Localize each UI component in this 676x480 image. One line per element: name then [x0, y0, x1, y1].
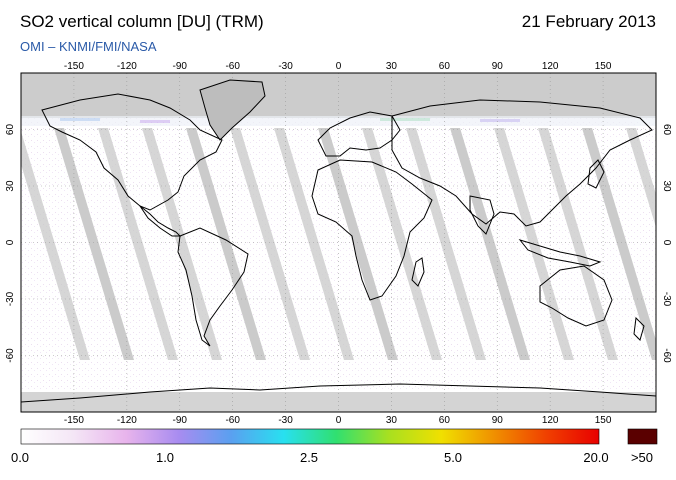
colorbar-overflow-swatch: [627, 428, 658, 445]
lon-tick-bottom-4: -30: [278, 415, 293, 426]
orbit-gap-swath: [626, 128, 656, 228]
lon-ticks-bottom: -150 -120 -90 -60 -30 0 30 60 90 120 150: [64, 415, 612, 426]
india-outline: [469, 195, 495, 235]
australia-outline: [539, 265, 613, 327]
data-source-label: OMI – KNMI/FMI/NASA: [20, 39, 157, 54]
north-polar-no-data: [21, 73, 656, 118]
lat-tick-right-2: 0: [661, 240, 672, 246]
lon-tick-top-8: 90: [492, 61, 504, 72]
lon-tick-top-9: 120: [542, 61, 559, 72]
lon-tick-bottom-2: -90: [173, 415, 188, 426]
lat-tick-right-3: -30: [661, 292, 672, 307]
orbit-gap-swath: [21, 131, 90, 360]
colorbar-label-2: 2.5: [299, 450, 319, 465]
lat-tick-left-3: -30: [5, 291, 16, 306]
colorbar-label-4: 20.0: [583, 450, 609, 465]
lon-tick-bottom-10: 150: [595, 415, 612, 426]
south-america-outline: [177, 227, 249, 347]
lon-tick-bottom-3: -60: [225, 415, 240, 426]
lon-tick-top-4: -30: [278, 61, 293, 72]
orbit-gap-swath: [582, 128, 656, 360]
lon-tick-bottom-1: -120: [117, 415, 137, 426]
asia-outline: [391, 99, 653, 227]
lon-tick-bottom-8: 90: [492, 415, 504, 426]
lon-tick-top-0: -150: [64, 61, 84, 72]
lon-tick-top-2: -90: [173, 61, 188, 72]
lon-tick-bottom-6: 30: [386, 415, 398, 426]
lon-tick-top-1: -120: [117, 61, 137, 72]
lat-ticks-left: 60 30 0 -30 -60: [5, 124, 16, 363]
lon-tick-bottom-0: -150: [64, 415, 84, 426]
lon-tick-top-7: 60: [439, 61, 451, 72]
colorbar-label-3: 5.0: [443, 450, 463, 465]
lon-tick-bottom-7: 60: [439, 415, 451, 426]
colorbar: [20, 428, 600, 445]
colorbar-label-1: 1.0: [155, 450, 175, 465]
lon-tick-top-6: 30: [386, 61, 398, 72]
lat-tick-left-1: 30: [5, 180, 16, 192]
greenland-outline: [199, 79, 266, 141]
lon-tick-bottom-5: 0: [336, 415, 342, 426]
colorbar-label-0: 0.0: [10, 450, 30, 465]
north-america-outline: [41, 93, 223, 211]
lon-tick-top-10: 150: [595, 61, 612, 72]
indonesia-outline: [518, 239, 602, 267]
lat-tick-left-4: -60: [5, 348, 16, 363]
map-frame: [21, 73, 656, 412]
colorbar-overflow-label: >50: [630, 450, 654, 465]
lon-tick-top-3: -60: [225, 61, 240, 72]
japan-outline: [587, 159, 605, 189]
lat-tick-right-1: 30: [661, 180, 672, 192]
coastlines: [21, 79, 656, 403]
new-zealand-outline: [633, 316, 645, 341]
lat-tick-left-0: 60: [5, 124, 16, 136]
map-title: SO2 vertical column [DU] (TRM): [20, 12, 264, 31]
africa-outline: [311, 159, 433, 301]
antarctica-outline: [21, 383, 656, 403]
lat-tick-left-2: 0: [5, 239, 16, 245]
lon-ticks-top: -150 -120 -90 -60 -30 0 30 60 90 120 150: [64, 61, 612, 72]
gridlines: [21, 73, 656, 412]
lat-tick-right-4: -60: [661, 348, 672, 363]
lat-tick-right-0: 60: [661, 124, 672, 136]
map-date: 21 February 2013: [521, 12, 656, 31]
lon-tick-bottom-9: 120: [542, 415, 559, 426]
lat-ticks-right: 60 30 0 -30 -60: [661, 124, 672, 363]
madagascar-outline: [411, 257, 425, 287]
lon-tick-top-5: 0: [336, 61, 342, 72]
central-america-outline: [139, 205, 182, 237]
